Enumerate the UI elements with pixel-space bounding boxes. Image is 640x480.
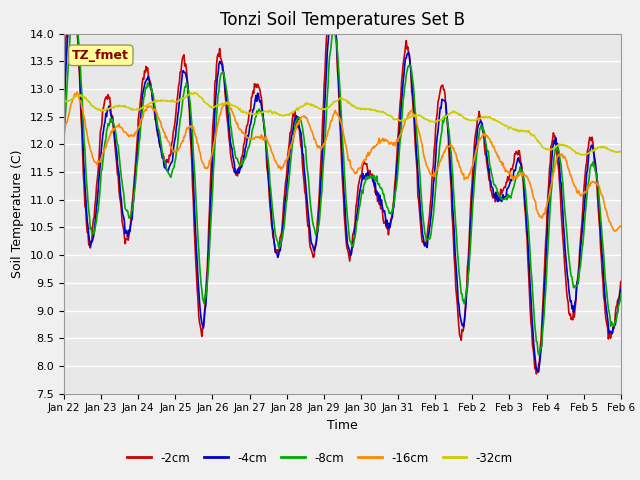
-2cm xyxy=(269,235,277,240)
-8cm xyxy=(131,189,138,194)
Line: -16cm: -16cm xyxy=(64,92,640,231)
Text: TZ_fmet: TZ_fmet xyxy=(72,49,129,62)
-32cm xyxy=(292,107,300,113)
-4cm xyxy=(131,185,138,191)
Y-axis label: Soil Temperature (C): Soil Temperature (C) xyxy=(11,149,24,278)
-2cm xyxy=(456,335,464,340)
-8cm xyxy=(60,137,68,143)
Legend: -2cm, -4cm, -8cm, -16cm, -32cm: -2cm, -4cm, -8cm, -16cm, -32cm xyxy=(122,447,518,469)
-16cm xyxy=(269,152,277,158)
-2cm xyxy=(63,31,70,36)
-8cm xyxy=(423,237,431,242)
-16cm xyxy=(240,131,248,136)
-2cm xyxy=(292,115,300,120)
-8cm xyxy=(535,352,543,358)
-8cm xyxy=(269,211,277,217)
-4cm xyxy=(64,31,72,36)
-4cm xyxy=(292,121,300,127)
Line: -8cm: -8cm xyxy=(64,34,640,355)
-2cm xyxy=(131,173,138,179)
-4cm xyxy=(535,369,543,375)
-2cm xyxy=(240,142,248,148)
-8cm xyxy=(240,158,248,164)
-16cm xyxy=(292,127,300,132)
Line: -4cm: -4cm xyxy=(64,34,640,372)
-2cm xyxy=(532,371,540,377)
Line: -32cm: -32cm xyxy=(64,93,640,164)
-16cm xyxy=(131,132,138,138)
-2cm xyxy=(423,233,431,239)
-32cm xyxy=(269,109,277,115)
-8cm xyxy=(67,31,74,36)
-16cm xyxy=(60,127,68,133)
-16cm xyxy=(423,163,431,169)
-16cm xyxy=(74,89,81,95)
-4cm xyxy=(456,315,464,321)
-32cm xyxy=(60,98,68,104)
-16cm xyxy=(456,165,464,170)
-4cm xyxy=(269,228,277,233)
-2cm xyxy=(60,71,68,76)
-16cm xyxy=(611,228,618,234)
Line: -2cm: -2cm xyxy=(64,34,640,374)
-4cm xyxy=(240,153,248,159)
-32cm xyxy=(456,112,464,118)
-4cm xyxy=(423,245,431,251)
-32cm xyxy=(240,109,248,115)
-8cm xyxy=(292,119,300,124)
-32cm xyxy=(130,107,138,112)
-8cm xyxy=(456,283,464,289)
Title: Tonzi Soil Temperatures Set B: Tonzi Soil Temperatures Set B xyxy=(220,11,465,29)
-32cm xyxy=(190,90,198,96)
-32cm xyxy=(423,117,431,122)
X-axis label: Time: Time xyxy=(327,419,358,432)
-4cm xyxy=(60,108,68,114)
